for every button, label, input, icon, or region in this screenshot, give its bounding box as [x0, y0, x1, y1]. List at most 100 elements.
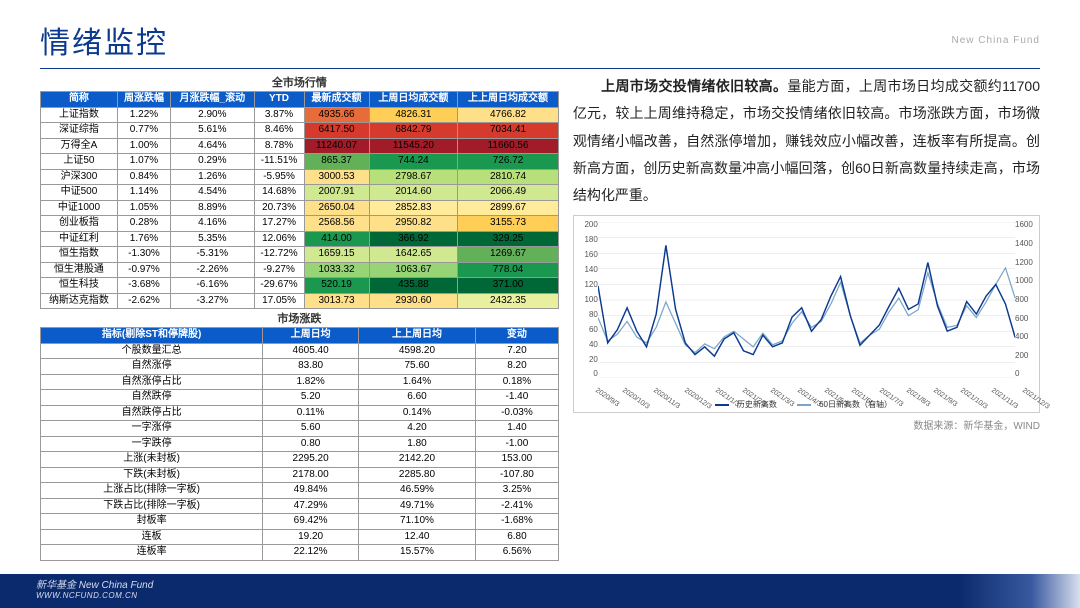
table-cell: 329.25 — [458, 231, 559, 247]
table-cell: -5.95% — [254, 169, 304, 185]
table-cell: 一字涨停 — [41, 421, 263, 437]
table-row: 自然跌停5.206.60-1.40 — [41, 390, 559, 406]
table-row: 万得全A1.00%4.64%8.78%11240.0711545.2011660… — [41, 138, 559, 154]
brand-right: New China Fund — [952, 35, 1040, 46]
table-cell: 2950.82 — [369, 216, 458, 232]
table-cell: 创业板指 — [41, 216, 118, 232]
table-cell: 2568.56 — [304, 216, 369, 232]
table-cell: 自然涨停 — [41, 359, 263, 375]
table-cell: 0.14% — [358, 405, 475, 421]
table-cell: 恒生指数 — [41, 247, 118, 263]
table-cell: 4.16% — [171, 216, 254, 232]
table-cell: 11240.07 — [304, 138, 369, 154]
table-cell: 上证指数 — [41, 107, 118, 123]
table-row: 沪深3000.84%1.26%-5.95%3000.532798.672810.… — [41, 169, 559, 185]
chart-legend: 历史新高数 60日新高数（右轴） — [574, 399, 1039, 410]
table-row: 个股数量汇总4605.404598.207.20 — [41, 343, 559, 359]
table-cell: 1.40 — [476, 421, 559, 437]
table-cell: 1.76% — [117, 231, 170, 247]
table-cell: 0.18% — [476, 374, 559, 390]
table-cell: 5.60 — [263, 421, 359, 437]
table-row: 深证综指0.77%5.61%8.46%6417.506842.797034.41 — [41, 123, 559, 139]
table-cell: 自然涨停占比 — [41, 374, 263, 390]
table-cell: -1.30% — [117, 247, 170, 263]
table-cell: 8.89% — [171, 200, 254, 216]
table-cell: -1.68% — [476, 514, 559, 530]
table-cell: 6.56% — [476, 545, 559, 561]
table-cell: -1.40 — [476, 390, 559, 406]
table-cell: 7.20 — [476, 343, 559, 359]
table-cell: -107.80 — [476, 467, 559, 483]
title-divider — [40, 68, 1040, 69]
table-cell: 865.37 — [304, 154, 369, 170]
table-cell: 2285.80 — [358, 467, 475, 483]
table-cell: 3.25% — [476, 483, 559, 499]
table-cell: -3.68% — [117, 278, 170, 294]
table-cell: 4598.20 — [358, 343, 475, 359]
table-cell: 71.10% — [358, 514, 475, 530]
table-cell: 0.29% — [171, 154, 254, 170]
table-cell: 5.61% — [171, 123, 254, 139]
table-cell: 6417.50 — [304, 123, 369, 139]
table-cell: 下跌(未封板) — [41, 467, 263, 483]
table-row: 中证5001.14%4.54%14.68%2007.912014.602066.… — [41, 185, 559, 201]
table-row: 一字跌停0.801.80-1.00 — [41, 436, 559, 452]
table-header: 指标(剔除ST和停牌股) — [41, 328, 263, 344]
commentary-paragraph: 上周市场交投情绪依旧较高。量能方面，上周市场日均成交额约11700亿元，较上上周… — [573, 73, 1040, 209]
table-cell: 2178.00 — [263, 467, 359, 483]
table-cell: 4605.40 — [263, 343, 359, 359]
table-cell: -9.27% — [254, 262, 304, 278]
table-row: 下跌占比(排除一字板)47.29%49.71%-2.41% — [41, 498, 559, 514]
table-cell: 153.00 — [476, 452, 559, 468]
table-header: 上上周日均 — [358, 328, 475, 344]
page-title: 情绪监控 — [40, 18, 168, 62]
footer-bar: 新华基金 New China Fund WWW.NCFUND.COM.CN — [0, 574, 1080, 608]
table-cell: 11660.56 — [458, 138, 559, 154]
table-cell: 14.68% — [254, 185, 304, 201]
table-cell: 744.24 — [369, 154, 458, 170]
table-cell: -2.26% — [171, 262, 254, 278]
table-cell: 1642.65 — [369, 247, 458, 263]
table-cell: 778.04 — [458, 262, 559, 278]
table-cell: 6842.79 — [369, 123, 458, 139]
table-cell: 435.88 — [369, 278, 458, 294]
table-cell: 11545.20 — [369, 138, 458, 154]
table-cell: -3.27% — [171, 293, 254, 309]
table-cell: 2930.60 — [369, 293, 458, 309]
table-cell: -6.16% — [171, 278, 254, 294]
table-cell: 3155.73 — [458, 216, 559, 232]
table-cell: 2810.74 — [458, 169, 559, 185]
table-cell: 2650.04 — [304, 200, 369, 216]
table-cell: 3000.53 — [304, 169, 369, 185]
section1-title: 全市场行情 — [40, 73, 559, 91]
table-cell: 0.28% — [117, 216, 170, 232]
table-row: 上证指数1.22%2.90%3.87%4935.664826.314766.82 — [41, 107, 559, 123]
table-cell: 366.92 — [369, 231, 458, 247]
footer-line1: 新华基金 New China Fund — [36, 576, 1080, 591]
table-cell: -11.51% — [254, 154, 304, 170]
table-row: 封板率69.42%71.10%-1.68% — [41, 514, 559, 530]
table-cell: 恒生港股通 — [41, 262, 118, 278]
table-row: 自然跌停占比0.11%0.14%-0.03% — [41, 405, 559, 421]
table-cell: 0.11% — [263, 405, 359, 421]
table-cell: 连板 — [41, 529, 263, 545]
table-cell: 纳斯达克指数 — [41, 293, 118, 309]
table-row: 连板率22.12%15.57%6.56% — [41, 545, 559, 561]
table-cell: 7034.41 — [458, 123, 559, 139]
table-cell: 2798.67 — [369, 169, 458, 185]
table-row: 纳斯达克指数-2.62%-3.27%17.05%3013.732930.6024… — [41, 293, 559, 309]
table-cell: 1063.67 — [369, 262, 458, 278]
table-cell: 封板率 — [41, 514, 263, 530]
table-row: 自然涨停占比1.82%1.64%0.18% — [41, 374, 559, 390]
table-cell: 2295.20 — [263, 452, 359, 468]
table-cell: 自然跌停 — [41, 390, 263, 406]
left-column: 全市场行情 简称周涨跌幅月涨跌幅_滚动YTD最新成交额上周日均成交额上上周日均成… — [40, 73, 559, 561]
table-cell: 自然跌停占比 — [41, 405, 263, 421]
table-cell: 恒生科技 — [41, 278, 118, 294]
table-cell: 1.82% — [263, 374, 359, 390]
table-cell: 19.20 — [263, 529, 359, 545]
table-cell: 0.80 — [263, 436, 359, 452]
table-cell: 4935.66 — [304, 107, 369, 123]
table-row: 连板19.2012.406.80 — [41, 529, 559, 545]
table-cell: 上证50 — [41, 154, 118, 170]
